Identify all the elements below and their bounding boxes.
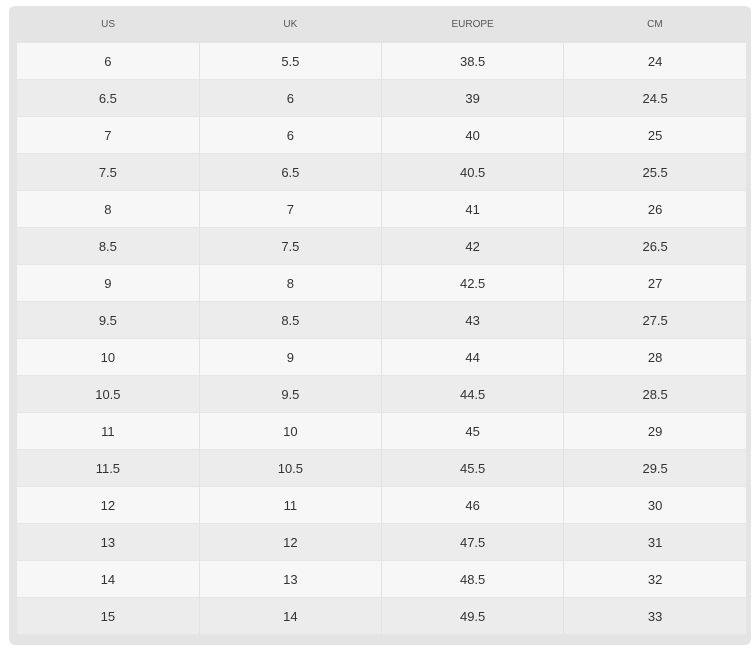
header-cm: CM (647, 19, 663, 30)
cell-us: 7 (17, 116, 200, 154)
cell-europe: 48.5 (381, 560, 565, 598)
cell-us: 9.5 (17, 301, 200, 339)
cell-europe: 44 (381, 338, 565, 376)
cell-uk: 5.5 (199, 43, 383, 80)
table-row: 9 8 42.5 27 (17, 264, 746, 302)
size-conversion-table: US UK EUROPE CM 6 5.5 38.5 24 6.5 6 39 24.5 7 6 40… (17, 6, 746, 635)
table-row: 10.5 9.5 44.5 28.5 (17, 375, 746, 413)
cell-uk: 9.5 (199, 375, 383, 413)
cell-cm: 30 (563, 486, 746, 524)
table-row: 8.5 7.5 42 26.5 (17, 227, 746, 265)
cell-cm: 29.5 (563, 449, 746, 487)
cell-uk: 14 (199, 597, 383, 635)
table-row: 6 5.5 38.5 24 (17, 43, 746, 80)
table-row: 13 12 47.5 31 (17, 523, 746, 561)
table-body: 6 5.5 38.5 24 6.5 6 39 24.5 7 6 40 25 7.5 6.5 40.5 25.5… (17, 43, 746, 635)
cell-cm: 33 (563, 597, 746, 635)
cell-cm: 28 (563, 338, 746, 376)
cell-uk: 12 (199, 523, 383, 561)
table-row: 11.5 10.5 45.5 29.5 (17, 449, 746, 487)
table-header-row: US UK EUROPE CM (17, 6, 746, 43)
cell-europe: 38.5 (381, 43, 565, 80)
cell-cm: 25.5 (563, 153, 746, 191)
table-row: 10 9 44 28 (17, 338, 746, 376)
table-row: 8 7 41 26 (17, 190, 746, 228)
cell-europe: 43 (381, 301, 565, 339)
cell-europe: 47.5 (381, 523, 565, 561)
cell-cm: 27.5 (563, 301, 746, 339)
cell-uk: 10 (199, 412, 383, 450)
cell-europe: 41 (381, 190, 565, 228)
cell-uk: 7.5 (199, 227, 383, 265)
cell-us: 15 (17, 597, 200, 635)
cell-us: 8.5 (17, 227, 200, 265)
cell-cm: 29 (563, 412, 746, 450)
cell-uk: 13 (199, 560, 383, 598)
cell-europe: 39 (381, 79, 565, 117)
cell-uk: 8.5 (199, 301, 383, 339)
cell-cm: 32 (563, 560, 746, 598)
table-row: 9.5 8.5 43 27.5 (17, 301, 746, 339)
cell-us: 6.5 (17, 79, 200, 117)
cell-cm: 26.5 (563, 227, 746, 265)
cell-europe: 45.5 (381, 449, 565, 487)
cell-cm: 25 (563, 116, 746, 154)
cell-uk: 10.5 (199, 449, 383, 487)
header-europe: EUROPE (451, 19, 494, 30)
cell-us: 14 (17, 560, 200, 598)
cell-europe: 46 (381, 486, 565, 524)
table-row: 12 11 46 30 (17, 486, 746, 524)
cell-cm: 24.5 (563, 79, 746, 117)
table-row: 14 13 48.5 32 (17, 560, 746, 598)
cell-uk: 8 (199, 264, 383, 302)
cell-us: 8 (17, 190, 200, 228)
cell-cm: 28.5 (563, 375, 746, 413)
cell-us: 9 (17, 264, 200, 302)
cell-uk: 6.5 (199, 153, 383, 191)
cell-cm: 26 (563, 190, 746, 228)
cell-europe: 49.5 (381, 597, 565, 635)
cell-uk: 7 (199, 190, 383, 228)
cell-europe: 45 (381, 412, 565, 450)
cell-us: 6 (17, 43, 200, 80)
table-row: 7 6 40 25 (17, 116, 746, 154)
cell-uk: 6 (199, 79, 383, 117)
cell-uk: 9 (199, 338, 383, 376)
cell-us: 11 (17, 412, 200, 450)
cell-cm: 31 (563, 523, 746, 561)
cell-cm: 27 (563, 264, 746, 302)
cell-us: 10.5 (17, 375, 200, 413)
cell-us: 12 (17, 486, 200, 524)
cell-uk: 11 (199, 486, 383, 524)
cell-us: 10 (17, 338, 200, 376)
table-row: 7.5 6.5 40.5 25.5 (17, 153, 746, 191)
cell-uk: 6 (199, 116, 383, 154)
table-row: 6.5 6 39 24.5 (17, 79, 746, 117)
cell-us: 13 (17, 523, 200, 561)
header-us: US (101, 19, 116, 30)
cell-europe: 42.5 (381, 264, 565, 302)
cell-cm: 24 (563, 43, 746, 80)
header-uk: UK (283, 19, 298, 30)
cell-europe: 40.5 (381, 153, 565, 191)
size-chart-container: US UK EUROPE CM 6 5.5 38.5 24 6.5 6 39 24.5 7 6 40… (9, 6, 751, 645)
cell-europe: 44.5 (381, 375, 565, 413)
cell-europe: 42 (381, 227, 565, 265)
table-row: 15 14 49.5 33 (17, 597, 746, 635)
cell-us: 7.5 (17, 153, 200, 191)
cell-europe: 40 (381, 116, 565, 154)
cell-us: 11.5 (17, 449, 200, 487)
table-row: 11 10 45 29 (17, 412, 746, 450)
